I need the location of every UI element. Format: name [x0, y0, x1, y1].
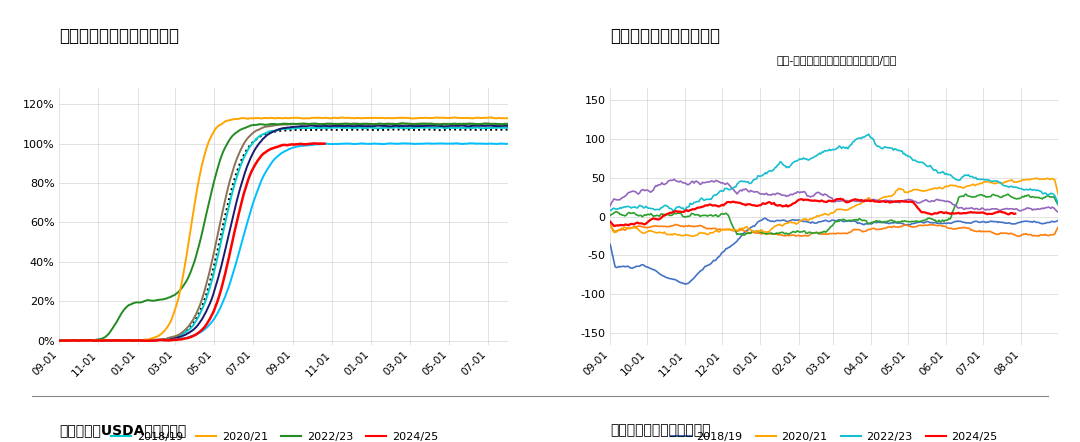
Text: 图：美豆出口销售进度情况: 图：美豆出口销售进度情况	[59, 27, 179, 45]
Text: 美湾-帕拉纳瓜港口大豆价差（美元/吨）: 美湾-帕拉纳瓜港口大豆价差（美元/吨）	[777, 55, 897, 65]
Text: 数据来源：路透，国富期货: 数据来源：路透，国富期货	[610, 423, 711, 438]
Text: 图：美豆性价比逐渐丧失: 图：美豆性价比逐渐丧失	[610, 27, 720, 45]
Legend: 2018/19, 2019/20, 2020/21, 2021/22, 2022/23, 2023/24, 2024/25, 10-Average: 2018/19, 2019/20, 2020/21, 2021/22, 2022…	[107, 427, 460, 442]
Legend: 2018/19, 2019/20, 2020/21, 2021/22, 2022/23, 2023/24, 2024/25: 2018/19, 2019/20, 2020/21, 2021/22, 2022…	[666, 427, 1002, 442]
Text: 数据来源：USDA，国富期货: 数据来源：USDA，国富期货	[59, 423, 187, 438]
